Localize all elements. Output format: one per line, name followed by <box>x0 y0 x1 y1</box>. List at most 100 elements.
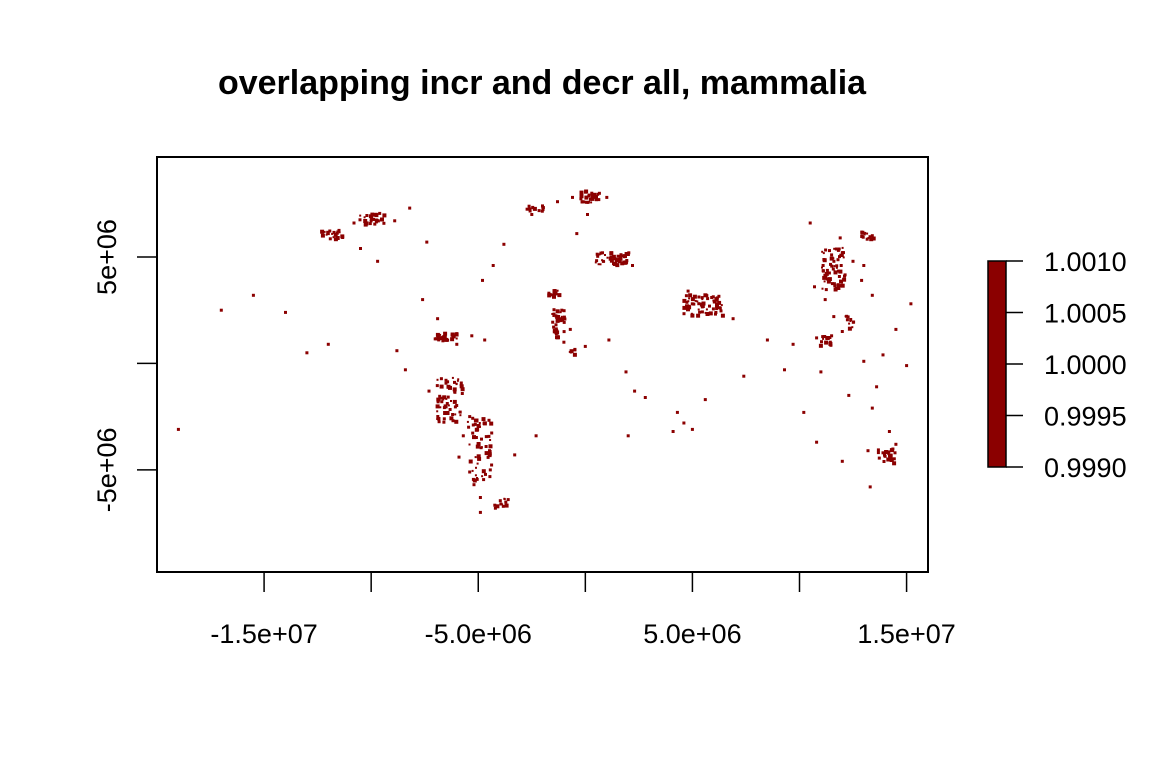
cluster-cell <box>714 312 717 316</box>
cluster-cell <box>620 261 625 266</box>
cluster-cell <box>436 378 439 381</box>
cluster-cell <box>556 289 559 292</box>
data-cell <box>219 308 223 312</box>
cluster-cell <box>359 214 362 217</box>
data-cell <box>813 285 816 289</box>
cluster-cell <box>471 469 474 472</box>
cluster-cell <box>562 309 566 313</box>
cluster-cell <box>328 237 332 241</box>
cluster-cell <box>568 350 571 353</box>
cluster-cell <box>706 297 710 301</box>
y-axis: 5e+06 -5e+06 <box>92 219 158 512</box>
cluster-cell <box>486 455 490 459</box>
y-tick-label: -5e+06 <box>92 427 122 512</box>
cluster-cell <box>475 429 478 432</box>
cluster-cell <box>474 436 478 439</box>
cluster-cell <box>382 213 387 218</box>
cluster-cell <box>618 255 622 259</box>
cluster-cell <box>499 502 503 506</box>
cluster-cell <box>553 291 558 296</box>
cluster-cell <box>453 390 456 393</box>
cluster-cell <box>338 231 341 234</box>
cluster-cell <box>839 279 843 284</box>
cluster-cell <box>333 232 338 237</box>
cluster-cell <box>836 285 839 288</box>
cluster-cell <box>827 277 832 282</box>
cluster-cell <box>692 294 697 299</box>
cluster-cell <box>476 462 479 465</box>
data-cell <box>868 485 872 489</box>
cluster-cell <box>554 323 558 327</box>
cluster-cell <box>475 477 479 481</box>
cluster-cell <box>597 198 601 202</box>
cluster-cell <box>446 384 451 389</box>
legend-tick-label: 1.0000 <box>1044 350 1127 380</box>
cluster-cell <box>594 198 598 202</box>
cluster-cell <box>443 411 448 415</box>
data-cell <box>870 406 874 410</box>
data-cell <box>440 400 444 404</box>
cluster-cell <box>560 320 563 323</box>
data-cell <box>436 317 440 321</box>
cluster-cell <box>556 318 561 323</box>
cluster-cell <box>369 219 373 223</box>
data-cell <box>832 315 836 319</box>
cluster-cell <box>376 219 380 223</box>
cluster-cell <box>435 384 439 388</box>
data-cell <box>791 342 795 346</box>
cluster-cell <box>436 410 439 413</box>
cluster-cell <box>823 335 827 338</box>
cluster-cell <box>688 293 693 298</box>
cluster-cell <box>489 421 494 426</box>
cluster-cell <box>720 304 723 307</box>
y-tick-label: 5e+06 <box>92 219 122 295</box>
data-cell <box>838 236 842 240</box>
cluster-cell <box>827 271 831 275</box>
cluster-cell <box>445 411 450 415</box>
cluster-cell <box>622 260 627 265</box>
data-cell <box>815 440 819 444</box>
cluster-cell <box>455 404 459 407</box>
data-cell <box>568 327 572 331</box>
cluster-cell <box>717 294 721 298</box>
data-cell <box>478 496 482 499</box>
data-cell <box>881 353 885 357</box>
cluster-cell <box>445 402 449 405</box>
data-cell <box>403 368 407 372</box>
cluster-cell <box>579 194 584 199</box>
data-cell <box>643 396 647 399</box>
cluster-cell <box>842 277 847 282</box>
cluster-cell <box>456 379 459 382</box>
cluster-cell <box>584 200 588 204</box>
cluster-cell <box>887 450 891 454</box>
cluster-cell <box>320 229 325 234</box>
cluster-cell <box>551 313 554 315</box>
cluster-cell <box>443 338 446 341</box>
cluster-cell <box>826 279 831 284</box>
cluster-cell <box>439 384 444 389</box>
cluster-cell <box>444 378 448 382</box>
cluster-cell <box>837 275 841 278</box>
cluster-cell <box>555 330 560 335</box>
data-cell <box>534 434 538 438</box>
data-cell <box>703 398 707 402</box>
data-cell <box>881 451 885 455</box>
cluster-cell <box>627 251 631 255</box>
data-cell <box>575 232 579 236</box>
data-cell <box>427 389 431 393</box>
cluster-cell <box>331 232 334 235</box>
cluster-cell <box>868 235 872 239</box>
cluster-cell <box>437 417 441 421</box>
cluster-cell <box>475 466 477 469</box>
cluster-cell <box>717 300 722 305</box>
cluster-cell <box>573 348 577 352</box>
cluster-cell <box>834 286 838 290</box>
cluster-cell <box>326 230 330 234</box>
cluster-cell <box>848 322 851 325</box>
cluster-cell <box>540 209 544 213</box>
data-cell <box>451 413 455 416</box>
data-cell <box>686 289 690 293</box>
data-cell <box>860 278 864 282</box>
cluster-cell <box>595 252 599 256</box>
